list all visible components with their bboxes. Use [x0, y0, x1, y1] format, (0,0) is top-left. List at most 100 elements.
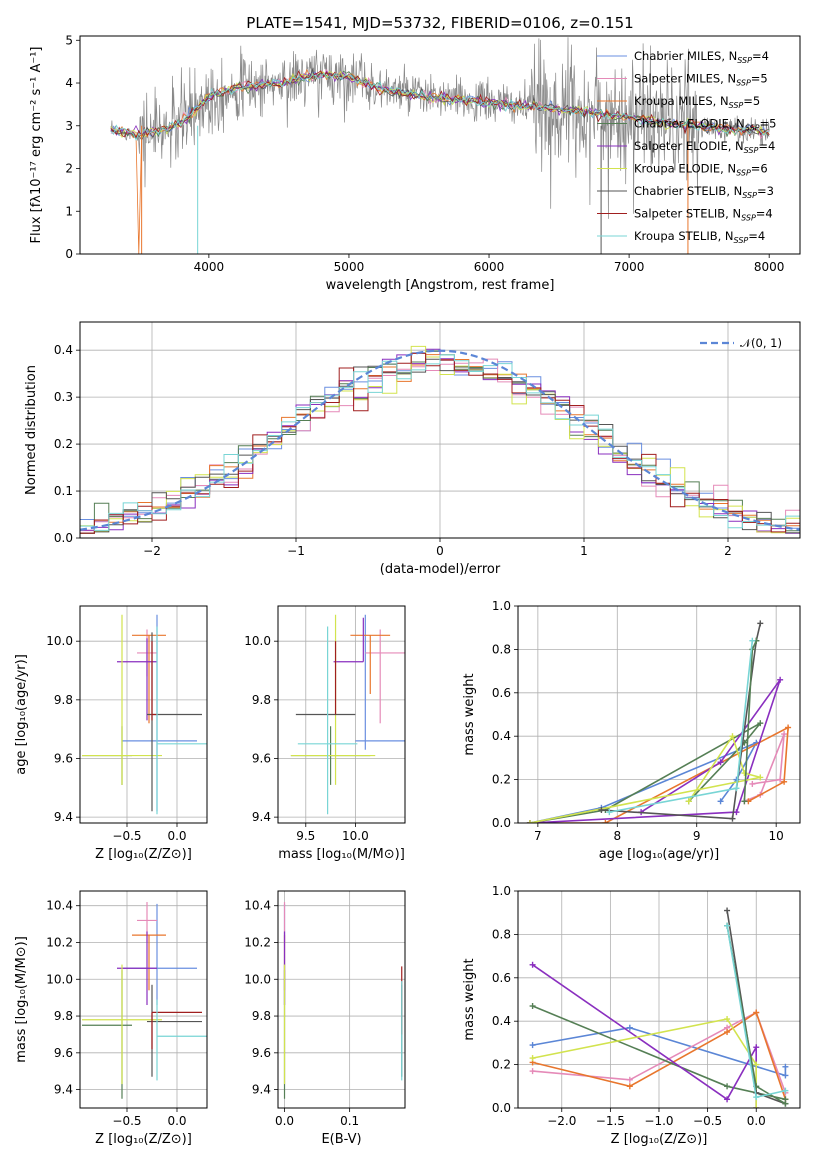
y-tick-label: 0.1: [54, 484, 73, 498]
weight-line: [601, 623, 762, 820]
y-tick-label: 0.6: [492, 686, 511, 700]
x-tick-label: 9.5: [296, 829, 315, 843]
y-tick-label: 9.6: [252, 751, 271, 765]
y-tick-label: 2: [65, 162, 73, 176]
x-tick-label: 9: [693, 829, 701, 843]
text-layer: 4000 5000 6000 7000 8000 0 1 2 3 4 5 wavelength [An…: [14, 14, 784, 1147]
legend-label: Salpeter STELIB, NSSP=4: [634, 207, 773, 223]
y-tick-label: 9.8: [54, 693, 73, 707]
y-tick-label: 9.4: [54, 1083, 73, 1097]
x-tick-label: 1: [580, 544, 588, 558]
x-tick-label: 10: [769, 829, 784, 843]
y-tick-label: 0.4: [54, 343, 73, 357]
x-tick-label: −2: [143, 544, 161, 558]
x-axis-label: mass [log₁₀(M/M⊙)]: [278, 847, 405, 862]
chart-title: PLATE=1541, MJD=53732, FIBERID=0106, z=0…: [246, 14, 633, 32]
legend-suffix: =4: [752, 49, 769, 63]
legend-suffix: =5: [760, 117, 777, 131]
legend-subscript: SSP: [736, 169, 751, 178]
y-tick-label: 0.2: [54, 437, 73, 451]
legend-label: Chabrier STELIB, NSSP=3: [634, 184, 774, 200]
legend-suffix: =5: [743, 94, 760, 108]
y-tick-label: 4: [65, 76, 73, 90]
x-tick-label: −2.0: [547, 1114, 576, 1128]
y-tick-label: 10.0: [46, 634, 73, 648]
legend-name: Salpeter MILES, N: [634, 72, 736, 86]
x-tick-label: 4000: [194, 260, 225, 274]
x-tick-label: 2: [724, 544, 732, 558]
x-tick-label: −1: [287, 544, 305, 558]
y-tick-label: 0.4: [492, 729, 511, 743]
y-axis-label: mass weight: [462, 958, 477, 1040]
legend-name: Kroupa ELODIE, N: [634, 162, 736, 176]
y-tick-label: 1.0: [492, 884, 511, 898]
y-tick-label: 0.0: [492, 1101, 511, 1115]
y-tick-label: 0.0: [492, 816, 511, 830]
y-axis-label: Normed distribution: [24, 365, 39, 495]
y-axis-label: mass weight: [462, 673, 477, 755]
y-axis-label: mass [log₁₀(M/M⊙)]: [14, 936, 29, 1063]
legend-name: Chabrier STELIB, N: [634, 184, 742, 198]
legend-name: Chabrier MILES, N: [634, 49, 737, 63]
legend-name: Salpeter STELIB, N: [634, 207, 741, 221]
y-tick-label: 0.8: [492, 642, 511, 656]
legend-label: Chabrier ELODIE, NSSP=5: [634, 117, 776, 133]
y-tick-label: 1: [65, 204, 73, 218]
y-tick-label: 9.8: [54, 1009, 73, 1023]
y-tick-label: 10.4: [244, 899, 271, 913]
y-tick-label: 9.4: [252, 810, 271, 824]
x-tick-label: 8000: [754, 260, 785, 274]
weight-lines-group: [529, 907, 789, 1108]
x-tick-label: 0: [436, 544, 444, 558]
legend-label: Kroupa MILES, NSSP=5: [634, 94, 760, 110]
x-axis-label: Z [log₁₀(Z/Z⊙)]: [611, 1132, 708, 1147]
x-tick-label: −0.5: [693, 1114, 722, 1128]
legend-subscript: SSP: [742, 191, 757, 200]
axes-frame: [517, 605, 801, 824]
legend-suffix: =4: [756, 207, 773, 221]
y-tick-label: 9.8: [252, 1009, 271, 1023]
x-tick-label: 5000: [334, 260, 365, 274]
y-tick-label: 10.0: [244, 972, 271, 986]
y-tick-label: 0.3: [54, 390, 73, 404]
x-tick-label: 0.0: [167, 829, 186, 843]
model-spectrum-line: [110, 70, 770, 139]
x-axis-label: age [log₁₀(age/yr)]: [599, 847, 720, 862]
axes-frame: [277, 605, 406, 824]
x-tick-label: −0.5: [112, 829, 141, 843]
y-tick-label: 5: [65, 33, 73, 47]
x-axis-label: Z [log₁₀(Z/Z⊙)]: [95, 1132, 192, 1147]
legend-name: Chabrier ELODIE, N: [634, 117, 745, 131]
errorbar-group: [82, 614, 207, 815]
x-tick-label: 7000: [614, 260, 645, 274]
y-tick-label: 3: [65, 119, 73, 133]
legend-subscript: SSP: [744, 146, 759, 155]
x-axis-label: (data-model)/error: [380, 562, 501, 577]
errorbar-group: [82, 902, 207, 1099]
x-tick-label: 7: [534, 829, 542, 843]
axes-frame: [277, 890, 406, 1109]
x-tick-label: 6000: [474, 260, 505, 274]
legend-suffix: =4: [758, 139, 775, 153]
legend-subscript: SSP: [745, 124, 760, 133]
y-tick-label: 10.2: [244, 935, 271, 949]
x-tick-label: 0.0: [747, 1114, 766, 1128]
weight-line: [529, 722, 761, 823]
spectrum-series-group: [110, 37, 770, 254]
model-spectrum-line: [110, 72, 770, 141]
y-tick-label: 10.2: [46, 935, 73, 949]
legend-subscript: SSP: [734, 236, 749, 245]
legend-subscript: SSP: [729, 101, 744, 110]
axes-layer: [76, 35, 801, 1112]
y-tick-label: 9.6: [252, 1046, 271, 1060]
y-tick-label: 10.0: [46, 972, 73, 986]
y-tick-label: 0.2: [492, 773, 511, 787]
y-axis-label: Flux [fλ10⁻¹⁷ erg cm⁻² s⁻¹ A⁻¹]: [29, 47, 44, 244]
y-tick-label: 0.8: [492, 927, 511, 941]
legend-name: Salpeter ELODIE, N: [634, 139, 744, 153]
x-tick-label: −1.0: [644, 1114, 673, 1128]
y-tick-label: 0.4: [492, 1014, 511, 1028]
legend-label: Chabrier MILES, NSSP=4: [634, 49, 769, 65]
errorbar-group: [290, 614, 405, 815]
